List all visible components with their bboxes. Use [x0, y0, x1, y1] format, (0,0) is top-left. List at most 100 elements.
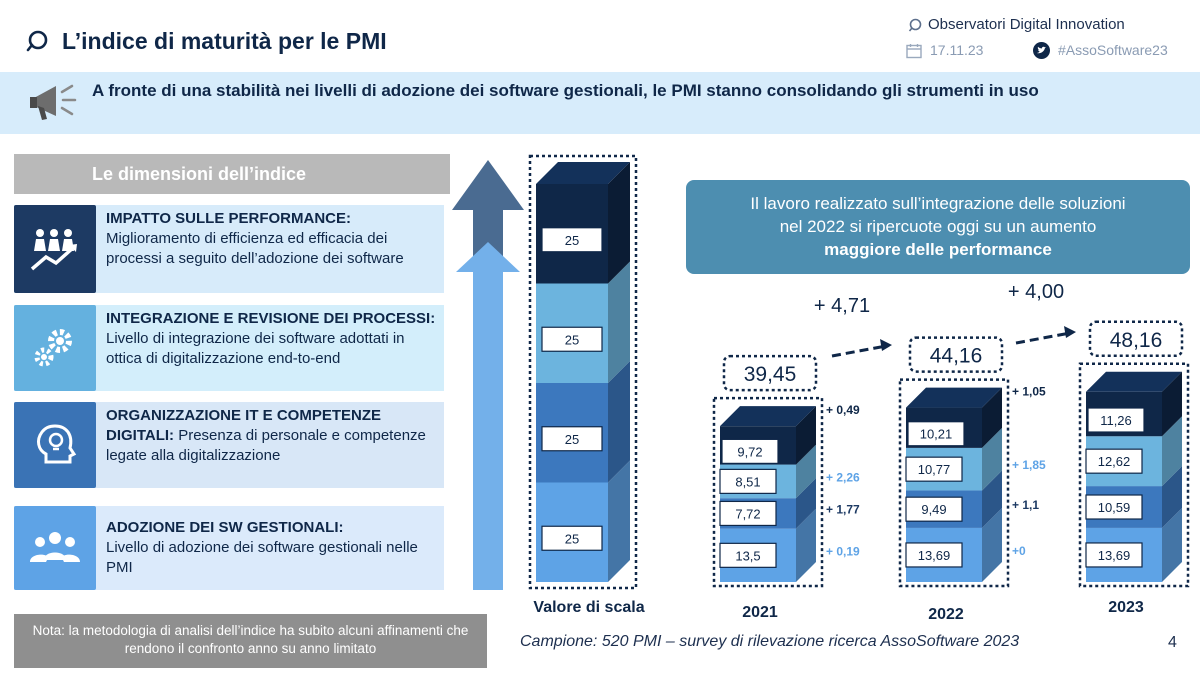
year-delta-label: + 4,00	[1008, 281, 1064, 303]
segment-delta-label: + 1,05	[1012, 385, 1046, 399]
growth-arrow-head	[1064, 326, 1076, 338]
year-delta-label: + 4,71	[814, 295, 870, 317]
total-value: 48,16	[1088, 320, 1184, 358]
dimension-desc: Livello di adozione dei software gestion…	[106, 539, 418, 576]
svg-text:7,72: 7,72	[735, 506, 760, 521]
svg-text:8,51: 8,51	[735, 474, 760, 489]
segment-value-label: 13,5	[719, 542, 777, 568]
year-dashed-frame	[898, 378, 1010, 588]
scale-segment-label: 25	[541, 426, 603, 452]
svg-text:48,16: 48,16	[1110, 329, 1163, 352]
svg-text:9,49: 9,49	[921, 502, 946, 517]
segment-value-label: 7,72	[719, 500, 777, 527]
growth-arrow-head	[880, 339, 892, 351]
dimension-organization: ORGANIZZAZIONE IT E COMPETENZE DIGITALI:…	[14, 402, 444, 488]
callout-line-1: Il lavoro realizzato sull’integrazione d…	[750, 194, 1126, 213]
svg-text:13,5: 13,5	[735, 548, 760, 563]
svg-text:12,62: 12,62	[1098, 454, 1131, 469]
hashtag-label: #AssoSoftware23	[1058, 42, 1168, 58]
callout-line-3: maggiore delle performance	[824, 240, 1052, 259]
scale-dashed-frame	[528, 154, 638, 590]
scale-segment-label: 25	[541, 227, 603, 253]
total-value: 44,16	[908, 336, 1004, 373]
dimension-title: ADOZIONE DEI SW GESTIONALI:	[106, 519, 344, 536]
segment-value-label: 10,59	[1085, 494, 1143, 520]
svg-text:13,69: 13,69	[918, 548, 951, 563]
svg-text:25: 25	[565, 531, 579, 546]
page-number: 4	[1168, 634, 1177, 651]
banner-text: A fronte di una stabilità nei livelli di…	[92, 81, 1039, 100]
dark-arrow-head	[452, 160, 524, 210]
svg-text:25: 25	[565, 432, 579, 447]
megaphone-icon	[30, 84, 77, 120]
scale-stack: 25 25 25 25	[528, 154, 638, 590]
dimension-desc: Livello di integrazione dei software ado…	[106, 330, 405, 367]
calendar-icon	[906, 44, 922, 59]
light-arrow-shaft	[473, 272, 503, 590]
year-dashed-frame	[712, 396, 824, 588]
callout-line-2: nel 2022 si ripercuote oggi su un aument…	[779, 217, 1097, 236]
svg-text:13,69: 13,69	[1098, 548, 1131, 563]
page-title: L’indice di maturità per le PMI	[62, 28, 387, 54]
dimension-desc: Presenza di personale e competenze legat…	[106, 427, 426, 464]
observatori-small-icon	[908, 18, 922, 32]
svg-text:44,16: 44,16	[930, 345, 983, 368]
scale-segment-label: 25	[541, 326, 603, 352]
segment-value-label: 9,72	[721, 438, 779, 464]
insight-callout: Il lavoro realizzato sull’integrazione d…	[686, 180, 1190, 274]
observatori-logo-icon	[26, 30, 48, 52]
users-group-icon	[14, 506, 96, 590]
light-arrow-head	[456, 242, 520, 272]
segment-value-label: 13,69	[905, 542, 963, 568]
scale-segment	[536, 162, 630, 284]
year-stacks: 13,5 7,72 8,51 9,72 39,45 2021 + 0,19 + 1,77 + 2…	[712, 281, 1190, 623]
svg-text:10,21: 10,21	[920, 427, 953, 442]
year-dashed-frame	[1078, 362, 1190, 588]
dimension-title: IMPATTO SULLE PERFORMANCE:	[106, 210, 351, 227]
segment-value-label: 13,69	[1085, 542, 1143, 568]
dimension-integration: INTEGRAZIONE E REVISIONE DEI PROCESSI: L…	[14, 305, 444, 391]
svg-text:9,72: 9,72	[737, 444, 762, 459]
scale-arrows	[452, 160, 524, 590]
segment-delta-label: + 1,77	[826, 502, 860, 516]
dimension-title: INTEGRAZIONE E REVISIONE DEI PROCESSI:	[106, 310, 436, 327]
scale-segment-label: 25	[541, 525, 603, 551]
performance-growth-icon	[14, 205, 96, 293]
segment-value-label: 10,77	[905, 456, 963, 482]
year-label: 2022	[928, 606, 964, 623]
svg-text:11,26: 11,26	[1100, 413, 1132, 428]
segment-delta-label: + 1,85	[1012, 458, 1046, 472]
dimension-title: ORGANIZZAZIONE IT E COMPETENZE DIGITALI:	[106, 407, 382, 444]
svg-text:39,45: 39,45	[744, 363, 797, 386]
svg-text:25: 25	[565, 233, 579, 248]
date-label: 17.11.23	[930, 42, 984, 58]
segment-delta-label: + 0,49	[826, 403, 860, 417]
organization-name: Observatori Digital Innovation	[928, 16, 1125, 33]
dimension-adoption: ADOZIONE DEI SW GESTIONALI: Livello di ad…	[14, 506, 444, 590]
year-label: 2023	[1108, 599, 1144, 616]
segment-value-label: 10,21	[907, 421, 965, 447]
total-value: 39,45	[722, 354, 818, 392]
segment-delta-label: + 2,26	[826, 470, 860, 484]
scale-label: Valore di scala	[533, 599, 644, 616]
dimensions-header: Le dimensioni dell’indice	[14, 154, 450, 194]
dimension-desc: Miglioramento di efficienza ed efficacia…	[106, 230, 404, 267]
methodology-note: Nota: la metodologia di analisi dell’ind…	[14, 614, 487, 668]
segment-value-label: 9,49	[905, 496, 963, 522]
segment-delta-label: +0	[1012, 544, 1026, 558]
svg-text:10,77: 10,77	[918, 462, 951, 477]
gears-icon	[14, 305, 96, 391]
year-label: 2021	[742, 604, 778, 621]
head-lightbulb-icon	[14, 402, 96, 488]
segment-value-label: 8,51	[719, 468, 777, 494]
segment-delta-label: + 0,19	[826, 544, 860, 558]
svg-text:25: 25	[565, 332, 579, 347]
key-message-banner	[0, 72, 1200, 134]
segment-value-label: 11,26	[1087, 407, 1145, 433]
segment-delta-label: + 1,1	[1012, 498, 1039, 512]
segment-value-label: 12,62	[1085, 448, 1143, 474]
twitter-icon	[1033, 42, 1050, 59]
growth-arrow	[831, 344, 887, 358]
sample-caption: Campione: 520 PMI – survey di rilevazion…	[520, 633, 1020, 650]
